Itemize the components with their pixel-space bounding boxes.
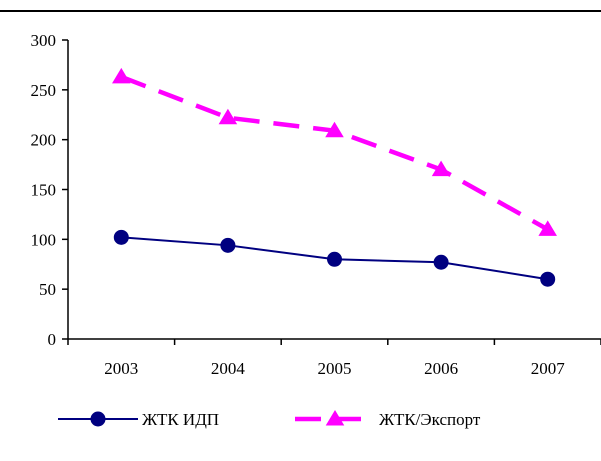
x-tick-label: 2005 (318, 359, 352, 378)
data-point-0-2 (327, 251, 342, 267)
y-tick-label: 150 (31, 181, 57, 200)
x-tick-label: 2003 (104, 359, 138, 378)
legend-label-1: ЖТК/Экспорт (379, 410, 481, 429)
data-point-0-4 (540, 271, 556, 287)
y-tick-label: 250 (31, 81, 57, 100)
data-point-1-3 (431, 160, 451, 177)
data-point-1-0 (112, 67, 131, 84)
y-tick-label: 300 (31, 31, 57, 50)
legend-marker-1 (325, 410, 345, 426)
data-point-0-0 (113, 229, 129, 245)
series-line-1 (120, 74, 549, 232)
y-tick-label: 0 (48, 330, 57, 349)
x-tick-label: 2004 (211, 359, 246, 378)
y-tick-label: 200 (31, 131, 57, 150)
data-point-1-2 (325, 121, 344, 138)
legend-label-0: ЖТК ИДП (142, 410, 219, 429)
x-tick-label: 2007 (531, 359, 566, 378)
x-tick-label: 2006 (424, 359, 458, 378)
data-point-1-4 (538, 220, 557, 236)
data-point-1-1 (218, 108, 238, 125)
top-border-rule (0, 10, 601, 12)
data-point-0-1 (220, 237, 236, 253)
y-tick-label: 100 (31, 230, 57, 249)
legend-marker-0 (90, 411, 106, 427)
data-point-0-3 (433, 254, 449, 270)
y-tick-label: 50 (39, 280, 56, 299)
